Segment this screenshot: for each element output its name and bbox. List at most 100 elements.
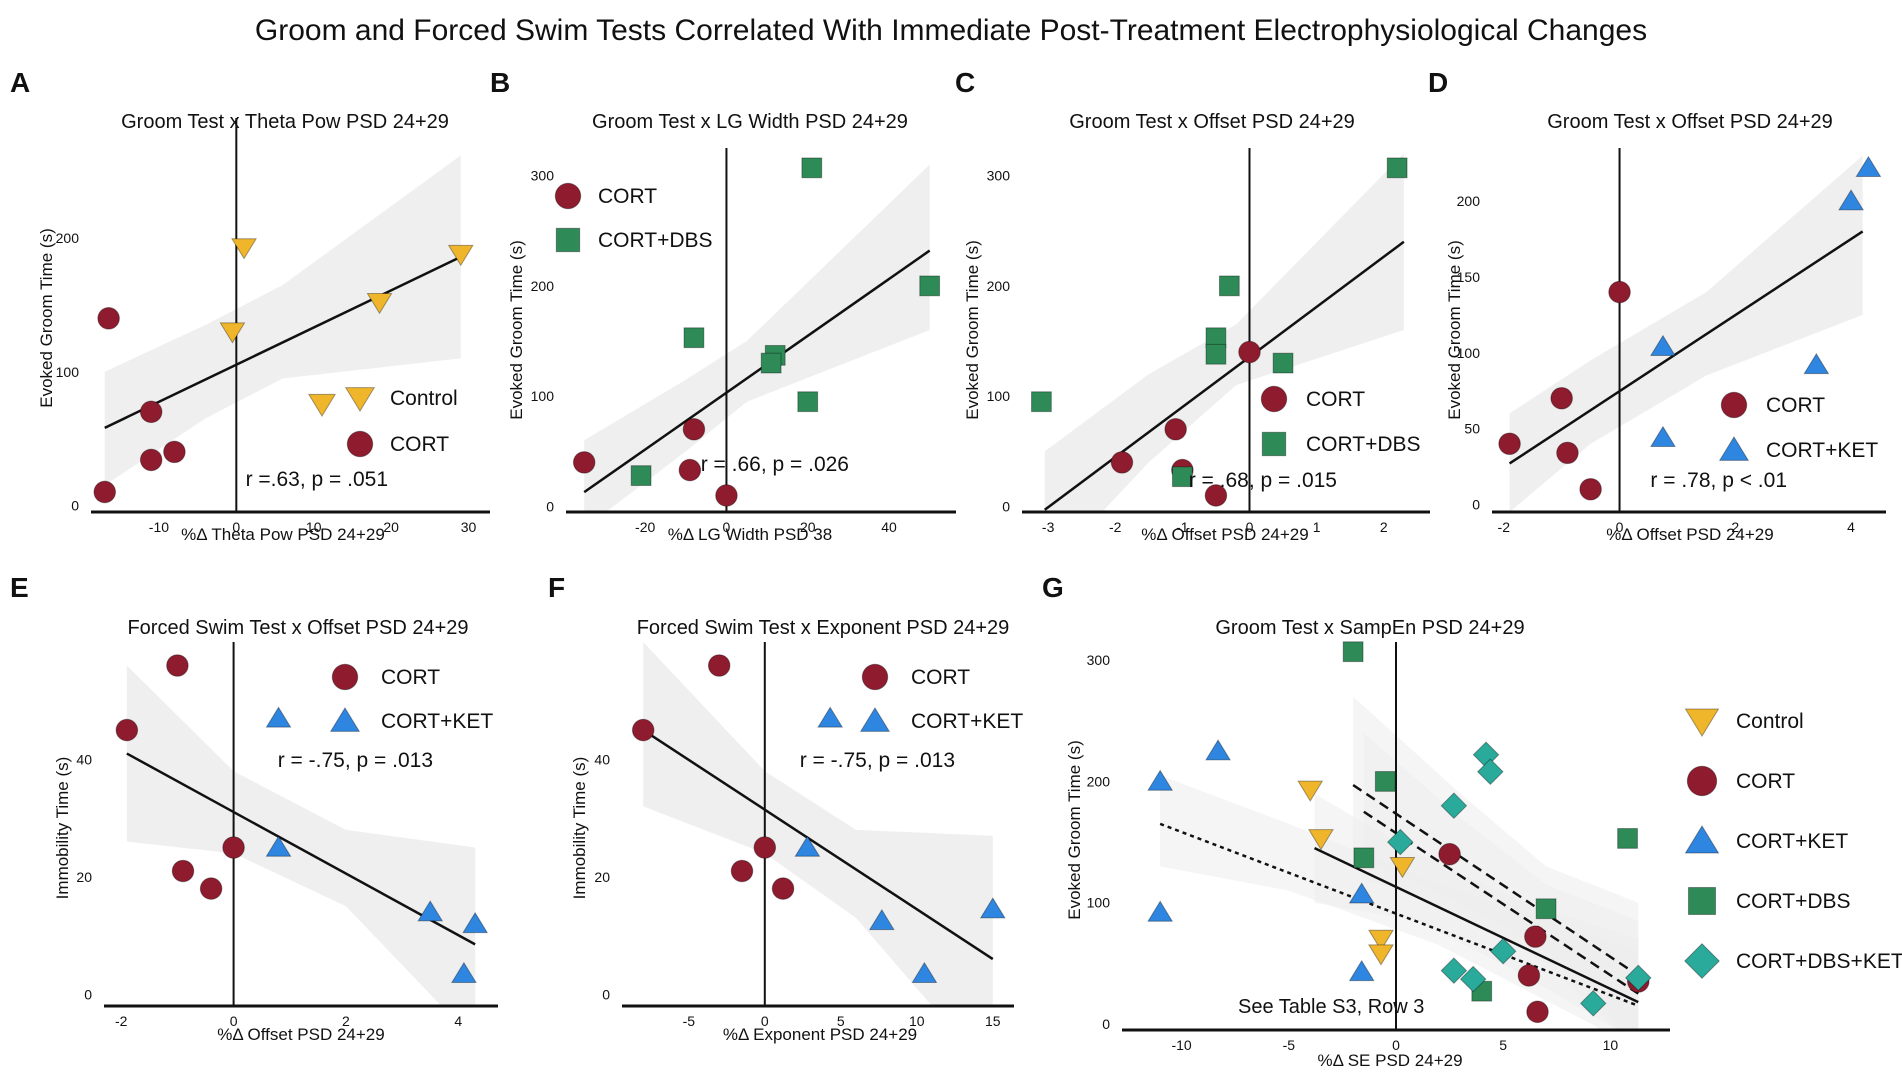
- y-axis-label: Evoked Groom Time (s): [963, 240, 982, 420]
- panel-letter: F: [548, 572, 565, 603]
- point-cort-ket: [911, 961, 938, 984]
- legend-marker: [346, 430, 374, 458]
- regression-line: [1044, 240, 1405, 511]
- point-cort: [1608, 280, 1631, 304]
- y-tick-label: 100: [1087, 895, 1111, 911]
- panel-letter: A: [10, 67, 30, 98]
- regression-line: [104, 255, 462, 429]
- legend-marker: [1261, 431, 1287, 457]
- legend-marker: [1720, 391, 1748, 419]
- x-tick-label: 15: [985, 1013, 1001, 1029]
- x-tick-label: 0: [230, 1013, 238, 1029]
- point-cort-ket: [1649, 425, 1676, 447]
- x-tick-label: -3: [1042, 519, 1055, 535]
- x-tick-label: -10: [1171, 1037, 1191, 1053]
- legend-label: CORT+DBS: [1736, 890, 1851, 913]
- x-axis-label: %Δ Theta Pow PSD 24+29: [181, 525, 385, 544]
- point-cort-dbs-ket: [1440, 792, 1468, 820]
- y-axis-label: Immobility Time (s): [53, 757, 72, 900]
- point-cort: [682, 417, 706, 441]
- point-control: [219, 322, 246, 344]
- x-tick-label: 20: [383, 519, 399, 535]
- confidence-band: [584, 164, 930, 512]
- regression-line: [642, 729, 994, 961]
- point-control: [1389, 857, 1416, 879]
- point-cort: [1579, 477, 1602, 501]
- y-tick-label: 20: [76, 869, 92, 885]
- point-cort: [1238, 340, 1261, 364]
- x-tick-label: 0: [723, 519, 731, 535]
- legend-label: CORT: [911, 666, 970, 689]
- x-axis-label: %Δ SE PSD 24+29: [1317, 1051, 1462, 1070]
- point-cort: [171, 859, 195, 883]
- legend-label: CORT: [598, 185, 657, 208]
- panel-title: Groom Test x Offset PSD 24+29: [1069, 111, 1355, 133]
- point-cort: [631, 718, 655, 742]
- legend-marker: [331, 663, 359, 691]
- point-cort: [1517, 964, 1541, 987]
- point-cort-dbs-ket: [1489, 937, 1517, 965]
- point-cort: [115, 718, 139, 742]
- x-tick-label: 5: [1499, 1037, 1507, 1053]
- panel-letter: E: [10, 572, 29, 603]
- stat-text: r = .66, p = .026: [701, 453, 849, 476]
- x-tick-label: 4: [454, 1013, 462, 1029]
- point-cort-dbs-ket: [1386, 828, 1414, 856]
- point-cort-dbs: [1205, 343, 1227, 365]
- panel-D: -2 0 2 4 0 50 100 150 200 D Groom Test x Offset PS…: [1428, 67, 1886, 544]
- y-tick-label: 0: [71, 497, 79, 513]
- point-cort: [97, 307, 120, 330]
- x-tick-label: 4: [1847, 519, 1855, 535]
- panel-letter: C: [955, 67, 975, 98]
- point-cort-ket: [1348, 959, 1375, 982]
- point-cort-ket: [1348, 882, 1375, 904]
- point-cort: [1524, 925, 1547, 948]
- panel-letter: D: [1428, 67, 1448, 98]
- legend-label: CORT: [1306, 388, 1365, 411]
- point-cort: [163, 440, 186, 464]
- point-cort-ket: [979, 897, 1006, 919]
- point-cort-dbs: [1342, 641, 1364, 663]
- y-tick-label: 0: [84, 986, 92, 1002]
- x-tick-label: 20: [800, 519, 816, 535]
- legend-label: CORT+DBS: [1306, 433, 1421, 456]
- point-cort: [166, 654, 189, 677]
- point-cort: [1526, 1000, 1549, 1024]
- point-control: [1307, 829, 1334, 851]
- point-cort-dbs: [1617, 828, 1638, 849]
- point-cort: [1204, 484, 1228, 507]
- point-cort-ket: [1649, 334, 1676, 356]
- y-axis-label: Evoked Groom Time (s): [37, 228, 56, 408]
- point-cort-ket: [265, 835, 292, 857]
- point-cort-ket: [462, 911, 489, 934]
- point-cort: [199, 877, 223, 900]
- legend-marker: [861, 663, 889, 691]
- x-tick-label: -1: [1176, 519, 1189, 535]
- point-control: [1368, 929, 1394, 952]
- point-cort-ket: [794, 835, 821, 857]
- y-tick-label: 200: [987, 278, 1011, 294]
- x-tick-label: 0: [761, 1013, 769, 1029]
- legend-label: CORT+DBS+KET: [1736, 950, 1902, 973]
- point-cort-dbs: [919, 275, 941, 297]
- point-cort-dbs-ket: [1476, 758, 1504, 786]
- point-cort-ket: [868, 908, 895, 931]
- y-tick-label: 300: [987, 168, 1011, 184]
- point-control: [1297, 780, 1324, 802]
- y-tick-label: 100: [1457, 345, 1481, 361]
- confidence-band: [104, 155, 461, 486]
- panel-F: -5 0 5 10 15 0 20 40 F Forced Swim Test x Exponen…: [548, 572, 1023, 1044]
- point-control: [366, 293, 393, 315]
- legend-label: CORT+KET: [1766, 439, 1878, 462]
- point-cort-dbs-ket: [1459, 965, 1487, 993]
- point-cort-dbs: [1386, 157, 1408, 179]
- x-tick-label: 10: [909, 1013, 925, 1029]
- regression-line: [1313, 846, 1639, 1004]
- x-tick-label: -2: [115, 1013, 128, 1029]
- point-cort-dbs-ket: [1579, 989, 1607, 1017]
- stat-text: r = .68, p = .015: [1189, 469, 1337, 492]
- point-cort-dbs-ket: [1624, 964, 1652, 992]
- panel-C: -3 -2 -1 0 1 2 0 100 200 300 C Groom Test x Offset …: [955, 67, 1430, 544]
- x-tick-label: 5: [837, 1013, 845, 1029]
- point-control: [447, 244, 474, 267]
